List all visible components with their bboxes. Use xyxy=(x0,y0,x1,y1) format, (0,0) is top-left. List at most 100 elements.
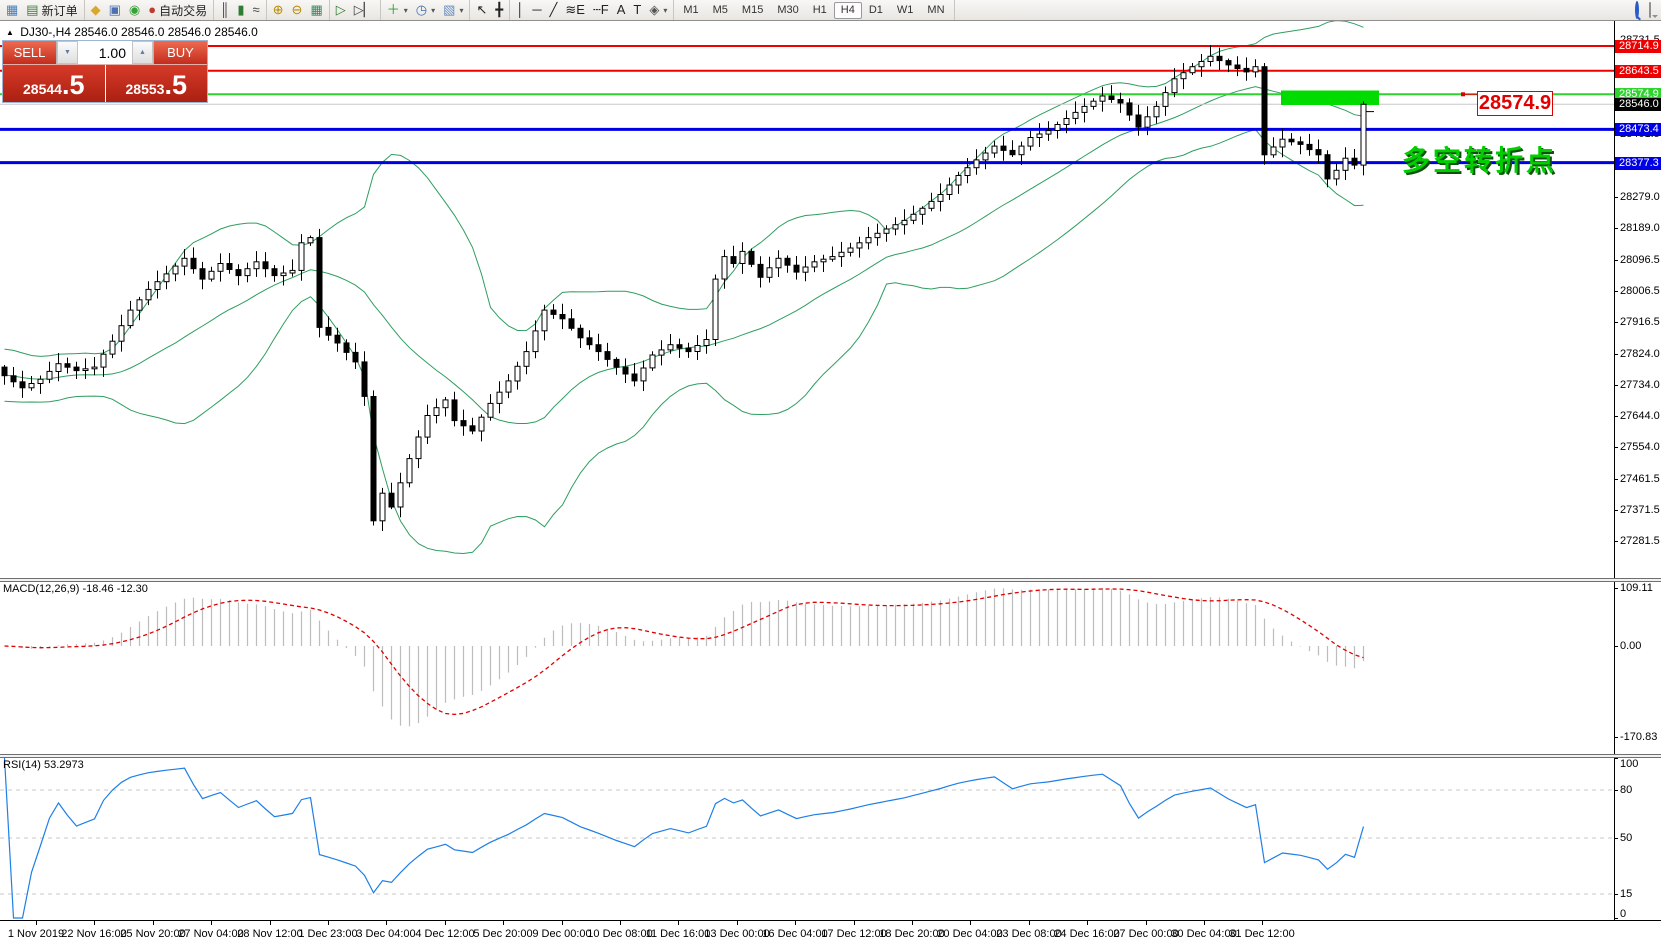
axis-tick-mark xyxy=(1615,479,1618,480)
auto-scroll-button[interactable]: ▷ xyxy=(332,1,350,19)
macd-indicator-label: MACD(12,26,9) -18.46 -12.30 xyxy=(3,583,148,595)
axis-tick-mark xyxy=(1615,385,1618,386)
price-axis-tick: 27734.0 xyxy=(1620,379,1660,391)
time-axis-tick xyxy=(795,921,796,925)
volume-control: ▼ 1.00 ▲ xyxy=(56,41,154,64)
timeframe-button-h1[interactable]: H1 xyxy=(812,3,827,16)
eraser-icon-icon: ◆ xyxy=(90,2,101,17)
time-axis-tick xyxy=(1262,921,1263,925)
time-axis-label: 1 Nov 2019 xyxy=(7,928,65,940)
line-chart-icon: ≈ xyxy=(252,2,260,17)
horizontal-line-button[interactable]: ─ xyxy=(528,1,545,19)
macd-pane-canvas[interactable] xyxy=(0,582,1661,754)
timeframe-button-m1[interactable]: M1 xyxy=(683,3,699,16)
chart-shift-button[interactable]: ▷▏ xyxy=(350,1,378,19)
chart-shift-icon: ▷▏ xyxy=(353,2,374,17)
time-axis-tick xyxy=(620,921,621,925)
axis-tick-mark xyxy=(1615,790,1618,791)
time-axis-tick xyxy=(36,921,37,925)
text-button[interactable]: A xyxy=(613,1,630,19)
autotrading-button[interactable]: ● 自动交易 xyxy=(144,1,211,19)
dropdown-arrow-icon[interactable]: ▾ xyxy=(459,5,464,15)
tile-windows-button[interactable]: ▦ xyxy=(306,1,326,19)
timeframe-button-m30[interactable]: M30 xyxy=(777,3,799,16)
chart-window-icon[interactable]: ▦ xyxy=(2,1,22,19)
sell-button[interactable]: SELL xyxy=(3,41,56,64)
axis-tick-mark xyxy=(1615,541,1618,542)
timeframe-button-w1[interactable]: W1 xyxy=(896,3,914,16)
price-axis-tick: 27916.5 xyxy=(1620,316,1660,328)
zoom-in-button[interactable]: ⊕ xyxy=(269,1,288,19)
timeframe-button-mn[interactable]: MN xyxy=(927,3,945,16)
price-level-tag: 28546.0 xyxy=(1615,98,1661,111)
arrows-button[interactable]: ◈ ▾ xyxy=(645,1,671,19)
time-axis-label: 24 Dec 16:00 xyxy=(1054,928,1120,940)
candlestick-chart-button[interactable]: ▮ xyxy=(233,1,248,19)
price-level-tag: 28377.3 xyxy=(1615,157,1661,170)
one-click-trading-panel: SELL ▼ 1.00 ▲ BUY 28544 .5 28553 .5 xyxy=(2,40,208,103)
sell-price-box[interactable]: 28544 .5 xyxy=(3,65,105,102)
time-axis-label: 16 Dec 04:00 xyxy=(762,928,828,940)
volume-decrease-button[interactable]: ▼ xyxy=(57,41,78,64)
sell-price-frac: .5 xyxy=(61,70,85,100)
axis-tick-mark xyxy=(1615,354,1618,355)
price-callout-label[interactable]: 28574.9 xyxy=(1477,91,1553,116)
dropdown-arrow-icon[interactable]: ▾ xyxy=(403,5,408,15)
line-chart-button[interactable]: ≈ xyxy=(249,1,264,19)
chat-icon[interactable] xyxy=(1649,2,1651,18)
volume-increase-button[interactable]: ▲ xyxy=(132,41,153,64)
price-level-tag: 28643.5 xyxy=(1615,65,1661,78)
eraser-icon[interactable]: ◆ xyxy=(87,1,105,19)
search-icon[interactable] xyxy=(1635,1,1639,19)
time-axis-label: 4 Dec 12:00 xyxy=(415,928,475,940)
signal-icon-icon: ◉ xyxy=(128,2,141,17)
macd-axis-tick: 109.11 xyxy=(1620,582,1653,594)
pane-splitter[interactable] xyxy=(0,578,1661,582)
cursor-button[interactable]: ↖ xyxy=(472,1,491,19)
pane-splitter[interactable] xyxy=(0,754,1661,758)
indicators-icon: ＋ xyxy=(386,2,400,17)
buy-price-box[interactable]: 28553 .5 xyxy=(105,65,207,102)
time-axis-label: 30 Dec 04:00 xyxy=(1171,928,1237,940)
time-axis-tick xyxy=(153,921,154,925)
crosshair-button[interactable]: ╋ xyxy=(491,1,507,19)
axis-tick-mark xyxy=(1615,260,1618,261)
market-watch-icon[interactable]: ▣ xyxy=(105,1,125,19)
time-axis-label: 27 Dec 00:00 xyxy=(1113,928,1179,940)
dropdown-arrow-icon[interactable]: ▾ xyxy=(663,5,668,15)
time-axis-tick xyxy=(94,921,95,925)
equidistant-channel-button[interactable]: ≋E xyxy=(561,1,589,19)
indicators-button[interactable]: ＋ ▾ xyxy=(383,1,412,19)
time-axis[interactable]: 1 Nov 2019 22 Nov 16:00 25 Nov 20:00 27 Nov… xyxy=(0,920,1661,945)
new-order-button[interactable]: ▤ 新订单 xyxy=(22,1,81,19)
axis-tick-mark xyxy=(1615,894,1618,895)
text-label-button[interactable]: T xyxy=(629,1,645,19)
chinese-annotation-text[interactable]: 多空转折点 xyxy=(1402,145,1558,176)
timeframe-button-m15[interactable]: M15 xyxy=(741,3,764,16)
tile-windows-icon: ▦ xyxy=(310,2,323,17)
periods-button[interactable]: ◷ ▾ xyxy=(412,1,439,19)
axis-tick-mark xyxy=(1615,447,1618,448)
macd-axis-tick: -170.83 xyxy=(1620,731,1658,743)
vertical-line-button[interactable]: │ xyxy=(512,1,528,19)
time-axis-label: 27 Nov 04:00 xyxy=(178,928,244,940)
price-axis-tick: 27461.5 xyxy=(1620,473,1660,485)
volume-input[interactable]: 1.00 xyxy=(98,44,126,61)
templates-button[interactable]: ▧ ▾ xyxy=(439,1,467,19)
rsi-pane-canvas[interactable] xyxy=(0,758,1661,920)
collapse-triangle-icon[interactable]: ▲ xyxy=(6,28,14,37)
zoom-out-button[interactable]: ⊖ xyxy=(288,1,307,19)
timeframe-button-m5[interactable]: M5 xyxy=(712,3,728,16)
main-chart-canvas[interactable] xyxy=(0,21,1661,578)
buy-button[interactable]: BUY xyxy=(154,41,207,64)
time-axis-tick xyxy=(912,921,913,925)
dropdown-arrow-icon[interactable]: ▾ xyxy=(431,5,436,15)
arrows-icon: ◈ xyxy=(649,2,660,17)
trendline-button[interactable]: ╱ xyxy=(546,1,562,19)
bar-chart-button[interactable]: ║ xyxy=(216,1,233,19)
fibonacci-button[interactable]: ┄F xyxy=(589,1,613,19)
signal-icon[interactable]: ◉ xyxy=(125,1,144,19)
timeframe-button-d1[interactable]: D1 xyxy=(868,3,883,16)
time-axis-tick xyxy=(1087,921,1088,925)
timeframe-button-h4[interactable]: H4 xyxy=(833,1,862,19)
